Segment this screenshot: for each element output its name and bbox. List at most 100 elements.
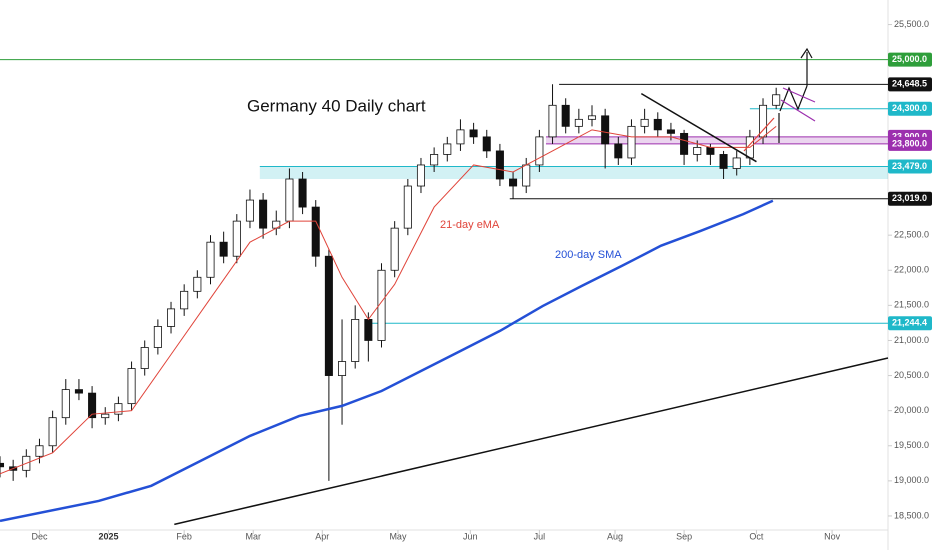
y-tick-label: 19,000.0	[894, 475, 929, 485]
ema-extension	[743, 117, 775, 152]
flag-bottom	[780, 99, 816, 122]
candle-body	[509, 178, 518, 187]
candle-body	[180, 290, 189, 310]
candle-body	[772, 94, 781, 106]
series-annotation: 21-day eMA	[440, 219, 500, 231]
price-tag-label: 21,244.4	[892, 318, 927, 328]
candle-body	[61, 389, 70, 419]
candle-body	[443, 143, 452, 155]
candle-body	[364, 319, 373, 341]
candle-body	[48, 417, 57, 447]
arrow-head	[800, 47, 813, 59]
y-tick-label: 21,500.0	[894, 300, 929, 310]
candle-body	[653, 118, 662, 131]
candle-body	[219, 241, 228, 257]
candle-body	[127, 368, 136, 405]
y-tick-label: 25,500.0	[894, 19, 929, 29]
x-tick-label: Nov	[824, 531, 841, 541]
moving-average	[0, 199, 774, 523]
candle-body	[101, 413, 110, 419]
y-tick-label: 18,500.0	[894, 510, 929, 520]
candle-body	[167, 308, 176, 327]
candle-body	[495, 150, 504, 180]
x-tick-label: Aug	[607, 531, 623, 541]
candle-body	[232, 220, 241, 257]
candle-body	[574, 118, 583, 127]
price-tag	[888, 101, 932, 116]
projection	[743, 47, 816, 152]
y-tick-label: 22,500.0	[894, 230, 929, 240]
price-tag-label: 23,900.0	[892, 131, 927, 141]
candle-body	[206, 241, 215, 278]
candle-body	[614, 143, 623, 159]
x-tick-label: Dec	[31, 531, 48, 541]
candle-body	[377, 269, 386, 341]
zone-band	[259, 166, 888, 180]
candle-body	[416, 164, 425, 187]
candle-body	[351, 319, 360, 362]
price-tag-label: 24,300.0	[892, 103, 927, 113]
price-tag	[888, 159, 932, 174]
candle-body	[587, 115, 597, 120]
price-tag-label: 23,019.0	[892, 193, 927, 203]
price-tag	[888, 52, 932, 67]
candle-body	[140, 347, 149, 369]
price-tag	[888, 77, 932, 92]
candle-body	[732, 157, 741, 169]
price-tag-label: 23,479.0	[892, 161, 927, 171]
candle-body	[706, 147, 715, 155]
x-tick-label: Apr	[315, 531, 329, 541]
flag-top	[782, 87, 816, 103]
x-tick-label: May	[389, 531, 407, 541]
x-tick-label: Oct	[749, 531, 764, 541]
chart-title: Germany 40 Daily chart	[247, 96, 426, 115]
y-tick-label: 20,500.0	[894, 370, 929, 380]
x-tick-label: 2025	[99, 531, 119, 541]
candle-body	[338, 361, 347, 376]
candle-body	[430, 154, 439, 166]
candle-body	[74, 389, 83, 394]
candle-body	[627, 125, 636, 159]
price-tag	[888, 316, 932, 331]
candle-body	[640, 118, 649, 127]
candle-body	[456, 129, 465, 145]
price-tag	[888, 136, 932, 151]
candle-body	[245, 199, 254, 222]
price-tag-label: 25,000.0	[892, 54, 927, 64]
candle-body	[522, 164, 531, 187]
candle-body	[0, 462, 5, 468]
x-tick-label: Mar	[245, 531, 261, 541]
candle-body	[311, 206, 320, 257]
x-tick-label: Jul	[534, 531, 546, 541]
price-tag-label: 24,648.5	[892, 79, 927, 89]
plot-area	[0, 59, 889, 526]
projection-path	[779, 85, 808, 112]
y-tick-label: 19,500.0	[894, 440, 929, 450]
candle-body	[193, 276, 202, 292]
candle-body	[390, 227, 399, 271]
trendline	[174, 357, 889, 526]
price-tag-label: 23,800.0	[892, 138, 927, 148]
y-tick-label: 22,000.0	[894, 265, 929, 275]
candle-body	[561, 104, 570, 127]
trendline	[640, 92, 757, 163]
candle-body	[693, 147, 702, 155]
candle-body	[88, 392, 97, 419]
price-tag	[888, 191, 932, 206]
zone-band	[545, 136, 888, 144]
candle-body	[601, 115, 610, 145]
candle-body	[298, 178, 307, 208]
candle-body	[153, 326, 162, 348]
candle-body	[403, 185, 412, 229]
candle-body	[35, 445, 44, 457]
x-tick-label: Jun	[463, 531, 478, 541]
candle-body	[666, 129, 675, 134]
candle-body	[535, 136, 544, 166]
candle-body	[548, 104, 557, 138]
candle-body	[719, 154, 728, 169]
candle-body	[469, 129, 478, 138]
candle-body	[680, 132, 689, 155]
y-tick-label: 21,000.0	[894, 335, 929, 345]
